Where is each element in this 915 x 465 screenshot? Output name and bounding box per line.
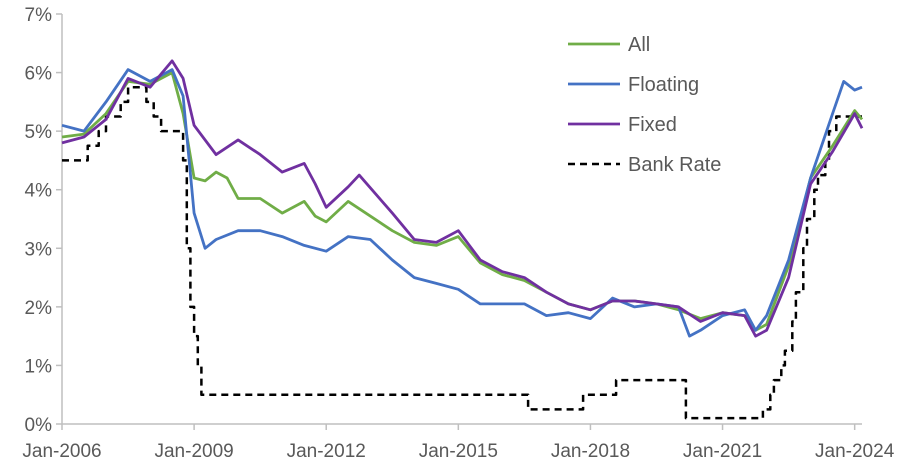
y-tick-label: 5% [25,122,53,143]
series-line-floating [61,68,863,338]
legend-label-floating: Floating [628,74,699,96]
legend: All Floating Fixed Bank Rate [568,34,721,176]
x-tick-label: Jan-2015 [419,441,498,462]
y-tick-label: 6% [25,64,53,85]
x-tick-label: Jan-2006 [22,441,101,462]
y-axis: 0% 1% 2% 3% 4% 5% 6% 7% [25,5,63,436]
y-tick-label: 7% [25,5,53,26]
x-tick-label: Jan-2012 [287,441,366,462]
y-tick-label: 3% [25,239,53,260]
legend-label-bank-rate: Bank Rate [628,154,721,176]
series-layer [61,59,864,420]
series-line-fixed [61,59,864,338]
y-tick-label: 4% [25,181,53,202]
x-axis: Jan-2006 Jan-2009 Jan-2012 Jan-2015 Jan-2018… [22,423,895,462]
x-tick-label: Jan-2024 [815,441,895,462]
legend-label-fixed: Fixed [628,114,677,136]
y-tick-label: 2% [25,298,53,319]
x-tick-label: Jan-2018 [551,441,630,462]
y-tick-label: 0% [25,415,53,436]
y-tick-label: 1% [25,356,53,377]
x-tick-label: Jan-2021 [683,441,762,462]
x-tick-label: Jan-2009 [154,441,233,462]
series-line-bank-rate [62,85,862,420]
legend-label-all: All [628,34,650,56]
